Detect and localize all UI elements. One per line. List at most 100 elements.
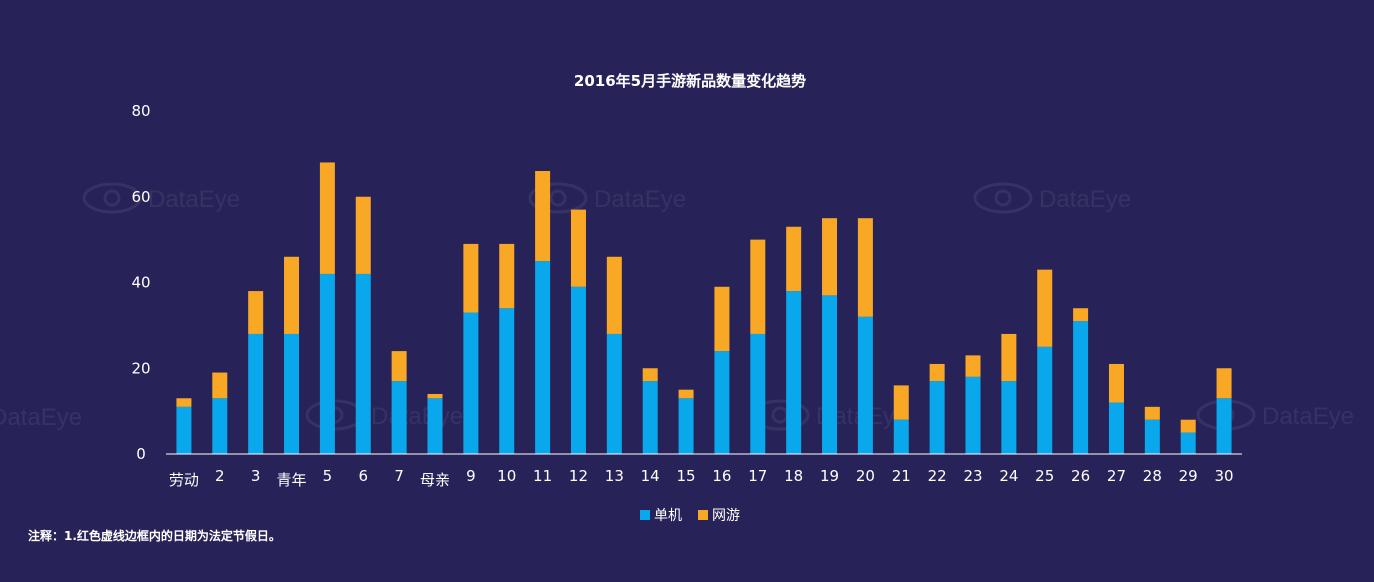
svg-text:DataEye: DataEye [1039,186,1131,213]
x-tick-label: 21 [892,467,911,485]
bar-standalone [499,308,515,454]
bar-online [786,226,802,292]
bar-standalone [463,312,479,454]
bar-standalone [606,333,622,454]
bar-standalone [212,398,228,454]
bar-online [1144,406,1160,420]
bar-online [284,256,300,334]
legend-swatch [698,510,708,520]
x-tick-label: 24 [999,467,1018,485]
bar-online [822,218,838,296]
bar-online [678,389,694,399]
bar-standalone [176,406,192,454]
x-tick-label: 11 [533,467,552,485]
svg-text:DataEye: DataEye [371,403,463,430]
bar-standalone [714,351,730,454]
legend-label: 网游 [712,508,740,524]
bar-standalone [1180,432,1196,454]
y-tick-label: 40 [131,274,150,292]
y-tick-label: 0 [136,445,146,463]
bar-online [1216,368,1232,399]
x-tick-label: 20 [856,467,875,485]
footnote: 注释：1.红色虚线边框内的日期为法定节假日。 [28,529,281,543]
x-tick-label: 青年 [277,471,307,489]
bar-standalone [857,316,873,454]
x-tick-label: 18 [784,467,803,485]
bar-online [391,351,407,382]
watermark: DataEye [973,182,1131,214]
x-tick-label: 7 [394,467,404,485]
svg-text:DataEye: DataEye [1262,403,1354,430]
y-tick-label: 60 [131,188,150,206]
x-tick-label: 17 [748,467,767,485]
bar-online [319,162,335,274]
bar-online [535,171,551,262]
x-tick-label: 母亲 [420,471,450,489]
x-tick-label: 28 [1143,467,1162,485]
bar-standalone [1037,346,1053,454]
bar-standalone [248,333,264,454]
bar-online [176,398,192,407]
bar-standalone [965,376,981,454]
bar-online [857,218,873,317]
bar-online [893,385,909,420]
bar-standalone [642,381,658,454]
x-tick-label: 16 [712,467,731,485]
y-axis: 0 20 40 60 80 [131,102,150,463]
x-tick-label: 29 [1179,467,1198,485]
watermark: DataEye [82,182,240,214]
x-tick-label: 25 [1035,467,1054,485]
bar-standalone [929,381,945,454]
x-tick-label: 5 [323,467,333,485]
x-tick-label: 14 [641,467,660,485]
bar-standalone [391,381,407,454]
x-tick-label: 劳动 [169,471,199,489]
bar-online [642,368,658,382]
bar-standalone [1216,398,1232,454]
bar-online [750,239,766,334]
legend: 单机 网游 [640,508,740,524]
watermarks: DataEye DataEye DataEye DataEye DataEye … [0,182,1354,431]
bar-standalone [535,261,551,454]
x-tick-label: 22 [928,467,947,485]
bar-online [212,372,228,399]
bar-standalone [678,398,694,454]
x-tick-label: 27 [1107,467,1126,485]
legend-label: 单机 [654,508,682,524]
bar-online [1180,419,1196,433]
bar-online [965,355,981,377]
bar-standalone [1073,321,1089,454]
x-tick-label: 19 [820,467,839,485]
bar-standalone [786,291,802,454]
bar-online [499,243,515,309]
x-tick-label: 3 [251,467,261,485]
bar-online [355,196,371,274]
bar-online [570,209,586,287]
x-tick-label: 6 [358,467,368,485]
bar-online [1001,333,1017,382]
bar-standalone [1144,419,1160,454]
svg-text:DataEye: DataEye [148,186,240,213]
bar-standalone [750,333,766,454]
bar-online [606,256,622,334]
x-tick-label: 30 [1215,467,1234,485]
bar-standalone [284,333,300,454]
bar-online [463,243,479,313]
watermark: DataEye [0,404,82,431]
bar-standalone [822,295,838,454]
bar-online [929,363,945,382]
bar-online [1108,363,1124,403]
bar-online [248,291,264,334]
legend-swatch [640,510,650,520]
bar-standalone [570,286,586,454]
bar-standalone [427,398,443,454]
y-tick-label: 20 [131,359,150,377]
bar-standalone [1001,381,1017,454]
bar-standalone [893,419,909,454]
y-tick-label: 80 [131,102,150,120]
bar-online [1073,308,1089,322]
bars [176,162,1232,454]
x-tick-label: 23 [963,467,982,485]
bar-standalone [355,273,371,454]
